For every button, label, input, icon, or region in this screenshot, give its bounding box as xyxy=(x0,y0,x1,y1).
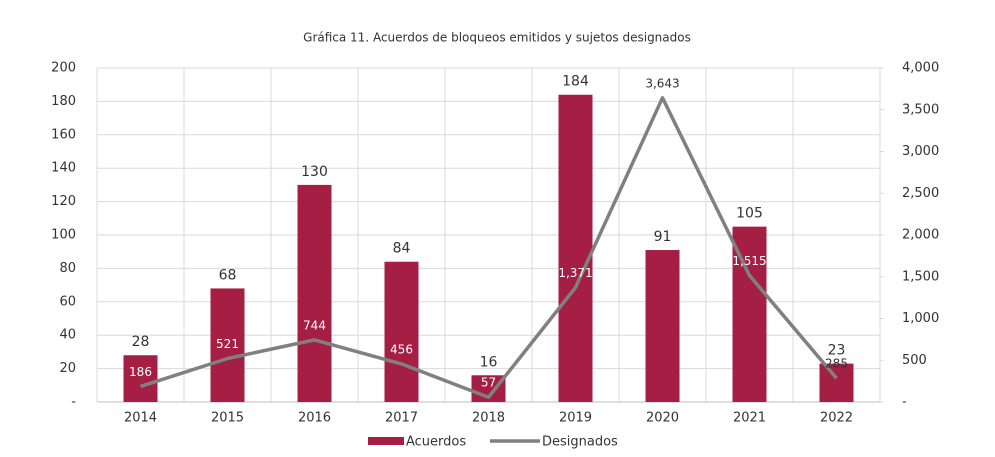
line-value-label: 521 xyxy=(216,337,239,351)
y2-tick-label: 4,000 xyxy=(902,61,939,76)
y2-tick-label: 1,000 xyxy=(902,311,939,326)
y-tick-label: 100 xyxy=(51,228,76,243)
y2-tick-label: - xyxy=(902,395,907,410)
bar-value-label: 105 xyxy=(736,206,763,222)
legend-swatch xyxy=(368,437,404,445)
bar xyxy=(819,363,854,402)
y-tick-label: 180 xyxy=(51,94,76,109)
bar xyxy=(558,94,593,402)
line-value-label: 1,371 xyxy=(558,266,592,280)
bar-value-label: 84 xyxy=(393,241,411,257)
bar xyxy=(123,355,158,402)
y2-tick-label: 2,000 xyxy=(902,228,939,243)
y2-tick-label: 1,500 xyxy=(902,269,939,284)
legend-label: Designados xyxy=(542,435,618,450)
y-tick-label: 160 xyxy=(51,127,76,142)
x-tick-label: 2022 xyxy=(820,411,853,426)
y2-tick-label: 3,500 xyxy=(902,102,939,117)
x-tick-label: 2014 xyxy=(124,411,157,426)
x-tick-label: 2017 xyxy=(385,411,418,426)
line-value-label: 3,643 xyxy=(645,76,679,90)
y-tick-label: - xyxy=(71,395,76,410)
line xyxy=(139,96,838,399)
y-tick-label: 120 xyxy=(51,194,76,209)
x-tick-label: 2020 xyxy=(646,411,679,426)
line-value-label: 186 xyxy=(129,365,152,379)
line-value-label: 744 xyxy=(303,318,326,332)
y-tick-label: 20 xyxy=(59,361,76,376)
x-tick-label: 2021 xyxy=(733,411,766,426)
line-value-label: 285 xyxy=(825,357,848,371)
y-tick-label: 60 xyxy=(59,294,76,309)
bar-value-label: 130 xyxy=(301,164,328,180)
x-tick-label: 2019 xyxy=(559,411,592,426)
line-value-label: 57 xyxy=(481,376,496,390)
x-tick-label: 2015 xyxy=(211,411,244,426)
bar xyxy=(297,184,332,402)
y2-tick-label: 2,500 xyxy=(902,186,939,201)
line-value-label: 456 xyxy=(390,342,413,356)
y-tick-label: 140 xyxy=(51,161,76,176)
bar xyxy=(645,250,680,402)
x-tick-label: 2016 xyxy=(298,411,331,426)
y-tick-label: 40 xyxy=(59,328,76,343)
y-tick-label: 200 xyxy=(51,61,76,76)
bar-value-label: 68 xyxy=(219,267,237,283)
bar-value-label: 184 xyxy=(562,74,589,90)
y2-tick-label: 500 xyxy=(902,353,927,368)
line-value-label: 1,515 xyxy=(732,254,766,268)
y-tick-label: 80 xyxy=(59,261,76,276)
bar xyxy=(384,261,419,402)
bar-value-label: 91 xyxy=(654,229,672,245)
y2-tick-label: 3,000 xyxy=(902,144,939,159)
x-tick-label: 2018 xyxy=(472,411,505,426)
bar-value-label: 16 xyxy=(480,354,498,370)
bar-value-label: 28 xyxy=(132,334,150,350)
bar-value-label: 23 xyxy=(828,343,846,359)
bar xyxy=(210,288,245,402)
legend-label: Acuerdos xyxy=(406,435,466,450)
chart-title: Gráfica 11. Acuerdos de bloqueos emitido… xyxy=(303,31,691,45)
